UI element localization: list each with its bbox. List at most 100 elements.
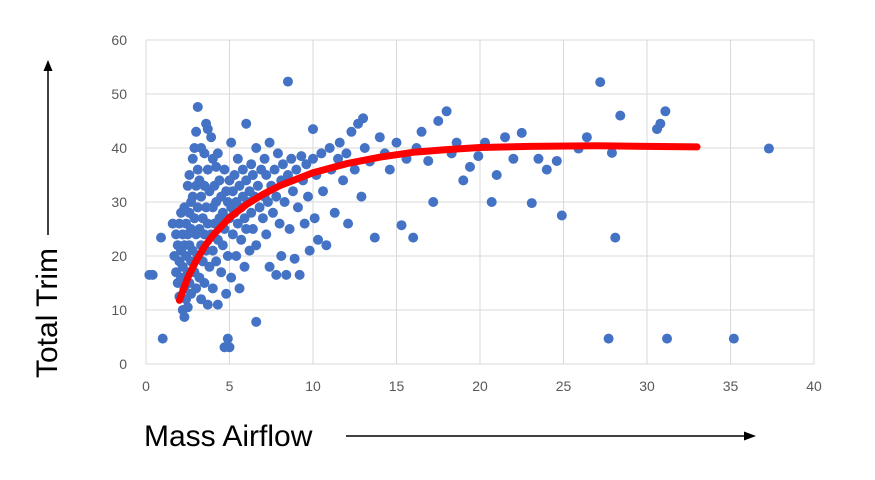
x-axis-arrowhead xyxy=(744,431,756,441)
data-point xyxy=(222,333,233,344)
data-point xyxy=(207,283,218,294)
data-point xyxy=(308,124,318,135)
data-point xyxy=(359,143,370,153)
data-point xyxy=(302,191,313,202)
data-point xyxy=(226,272,237,283)
data-point xyxy=(204,261,215,272)
data-point xyxy=(284,224,295,234)
data-point xyxy=(251,143,262,153)
y-tick-label: 40 xyxy=(111,140,127,156)
y-tick-label: 50 xyxy=(111,86,127,102)
data-point xyxy=(207,245,218,256)
x-axis-title: Mass Airflow xyxy=(144,420,313,453)
data-point xyxy=(324,143,335,153)
data-point xyxy=(234,283,245,294)
data-point xyxy=(274,218,285,229)
data-point xyxy=(396,220,407,231)
data-point xyxy=(329,207,340,218)
data-point xyxy=(226,137,237,148)
data-point xyxy=(227,186,238,197)
data-point xyxy=(241,175,252,186)
data-point xyxy=(277,159,288,170)
data-point xyxy=(187,153,198,164)
data-point xyxy=(508,153,519,164)
data-point xyxy=(191,283,202,294)
data-point xyxy=(333,153,344,164)
data-point xyxy=(433,116,444,126)
data-point xyxy=(254,202,265,213)
x-tick-label: 30 xyxy=(639,378,655,394)
data-point xyxy=(369,232,380,243)
data-point xyxy=(202,164,213,175)
data-point xyxy=(286,153,297,164)
data-point xyxy=(157,333,168,344)
data-point xyxy=(232,153,243,164)
data-point xyxy=(341,148,352,159)
data-point xyxy=(301,159,312,170)
data-point xyxy=(358,113,369,124)
data-point xyxy=(292,202,303,213)
data-point xyxy=(257,213,268,224)
data-point xyxy=(473,151,484,162)
data-point xyxy=(217,207,228,218)
data-point xyxy=(211,161,222,172)
data-point xyxy=(239,213,250,224)
data-point xyxy=(309,213,320,224)
data-point xyxy=(241,118,252,129)
data-point xyxy=(346,126,357,137)
y-axis-title: Total Trim xyxy=(31,248,64,378)
data-point xyxy=(486,197,497,207)
x-tick-label: 0 xyxy=(142,378,150,394)
data-point xyxy=(179,312,190,323)
data-point xyxy=(526,198,537,209)
data-point xyxy=(202,124,213,135)
data-point xyxy=(299,218,310,229)
data-point xyxy=(313,234,324,245)
data-point xyxy=(259,153,270,164)
x-tick-label: 25 xyxy=(556,378,572,394)
x-tick-label: 10 xyxy=(305,378,321,394)
data-point xyxy=(272,148,283,159)
data-point xyxy=(267,207,278,218)
data-point xyxy=(408,232,419,243)
data-point xyxy=(247,224,258,234)
data-point xyxy=(308,153,318,164)
trend-curve xyxy=(175,142,701,304)
data-point xyxy=(271,191,282,202)
data-point xyxy=(500,132,511,143)
data-points xyxy=(144,76,774,353)
data-point xyxy=(423,155,434,166)
data-point xyxy=(239,261,250,272)
data-point xyxy=(244,245,255,256)
data-point xyxy=(441,106,452,117)
data-point xyxy=(217,240,228,251)
data-point xyxy=(262,197,273,207)
y-tick-label: 10 xyxy=(111,302,127,318)
y-tick-label: 0 xyxy=(119,356,127,372)
x-tick-label: 35 xyxy=(723,378,739,394)
data-point xyxy=(252,180,263,191)
data-point xyxy=(581,132,592,143)
y-axis-arrowhead xyxy=(43,60,53,71)
data-point xyxy=(655,118,666,129)
data-point xyxy=(271,269,282,280)
data-point xyxy=(458,175,469,186)
data-point xyxy=(231,251,242,261)
data-point xyxy=(763,143,774,154)
data-point xyxy=(192,164,203,175)
data-point xyxy=(246,207,257,218)
data-point xyxy=(156,232,167,243)
data-point xyxy=(603,333,614,344)
data-point xyxy=(247,170,258,180)
x-tick-labels: 0 5 10 15 20 25 30 35 40 xyxy=(142,378,822,394)
data-point xyxy=(279,197,290,207)
data-point xyxy=(304,245,315,256)
data-point xyxy=(343,218,354,229)
y-tick-labels: 0 10 20 30 40 50 60 xyxy=(111,32,127,372)
data-point xyxy=(541,164,552,175)
data-point xyxy=(184,170,195,180)
data-point xyxy=(491,170,502,180)
data-point xyxy=(551,155,562,166)
x-tick-label: 5 xyxy=(226,378,234,394)
data-point xyxy=(191,126,202,137)
